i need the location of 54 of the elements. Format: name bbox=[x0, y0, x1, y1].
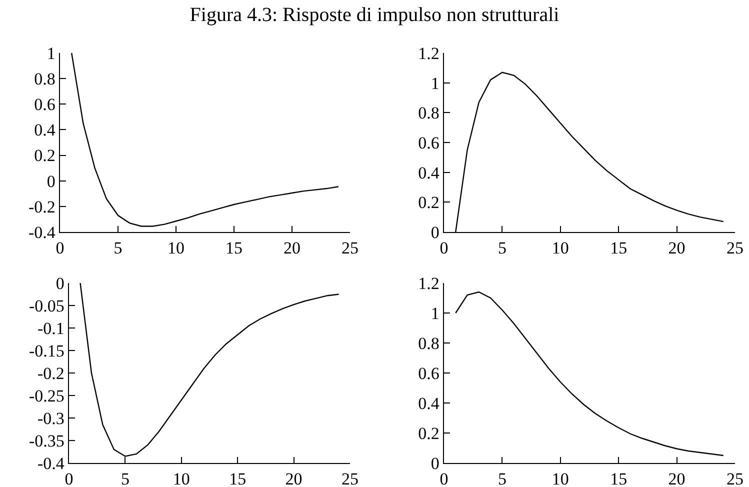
y-tick-label: -0.3 bbox=[37, 408, 64, 428]
x-tick-label: 5 bbox=[114, 238, 122, 258]
y-tick-label: -0.1 bbox=[37, 318, 64, 338]
y-tick-label: 0 bbox=[46, 172, 56, 191]
chart-title: Figura 4.3: Risposte di impulso non strutturali bbox=[188, 4, 560, 27]
x-tick-label: 15 bbox=[229, 470, 246, 487]
y-tick-label: -0.4 bbox=[37, 454, 65, 473]
y-tick-label: 0.2 bbox=[418, 193, 440, 212]
x-tick-label: 10 bbox=[168, 238, 184, 258]
x-tick-label: 25 bbox=[726, 470, 744, 487]
y-tick-label: 0.6 bbox=[34, 95, 56, 114]
y-tick-label: -0.25 bbox=[28, 386, 64, 406]
x-tick-label: 10 bbox=[172, 470, 190, 487]
x-tick-label: 5 bbox=[498, 470, 506, 487]
x-tick-label: 20 bbox=[285, 470, 302, 487]
x-tick-label: 15 bbox=[226, 238, 242, 258]
y-tick-label: 0 bbox=[430, 454, 440, 473]
x-tick-label: 25 bbox=[342, 238, 358, 258]
y-tick-label: 0.8 bbox=[34, 70, 56, 89]
x-tick-label: 15 bbox=[610, 470, 628, 487]
x-tick-label: 25 bbox=[342, 470, 358, 487]
y-tick-label: 1.2 bbox=[418, 44, 440, 63]
x-tick-label: 20 bbox=[284, 238, 300, 258]
y-tick-label: 0.4 bbox=[418, 394, 440, 413]
y-tick-label: 1 bbox=[430, 74, 440, 93]
y-tick-label: 0.2 bbox=[34, 146, 56, 166]
y-tick-label: -0.2 bbox=[37, 364, 64, 383]
y-tick-label: 1.2 bbox=[418, 274, 440, 293]
line-series bbox=[455, 291, 724, 456]
x-tick-label: 25 bbox=[726, 238, 744, 258]
x-tick-label: 20 bbox=[668, 238, 686, 258]
x-tick-label: 5 bbox=[120, 470, 130, 487]
x-tick-label: 10 bbox=[552, 238, 569, 258]
y-tick-label: 1 bbox=[46, 44, 56, 63]
y-tick-label: 0.4 bbox=[418, 163, 440, 182]
y-tick-label: 0.8 bbox=[418, 104, 440, 123]
y-tick-label: 0.8 bbox=[418, 334, 440, 353]
y-tick-label: 1 bbox=[430, 304, 440, 323]
x-tick-label: 20 bbox=[668, 470, 686, 487]
x-tick-label: 5 bbox=[498, 238, 506, 258]
y-tick-label: -0.35 bbox=[28, 431, 64, 450]
x-tick-label: 10 bbox=[552, 470, 569, 487]
y-tick-label: 0.2 bbox=[418, 424, 440, 443]
y-tick-label: 0.6 bbox=[418, 364, 440, 383]
y-tick-label: 0 bbox=[430, 222, 440, 242]
y-tick-label: -0.4 bbox=[28, 222, 56, 242]
y-tick-label: 0.6 bbox=[418, 133, 440, 152]
y-tick-label: -0.05 bbox=[28, 296, 64, 316]
line-series bbox=[71, 53, 339, 227]
y-tick-label: 0.4 bbox=[34, 120, 56, 140]
y-tick-label: 0 bbox=[56, 274, 64, 293]
y-tick-label: -0.15 bbox=[28, 341, 64, 360]
y-tick-label: -0.2 bbox=[28, 197, 56, 216]
x-tick-label: 15 bbox=[610, 238, 628, 258]
